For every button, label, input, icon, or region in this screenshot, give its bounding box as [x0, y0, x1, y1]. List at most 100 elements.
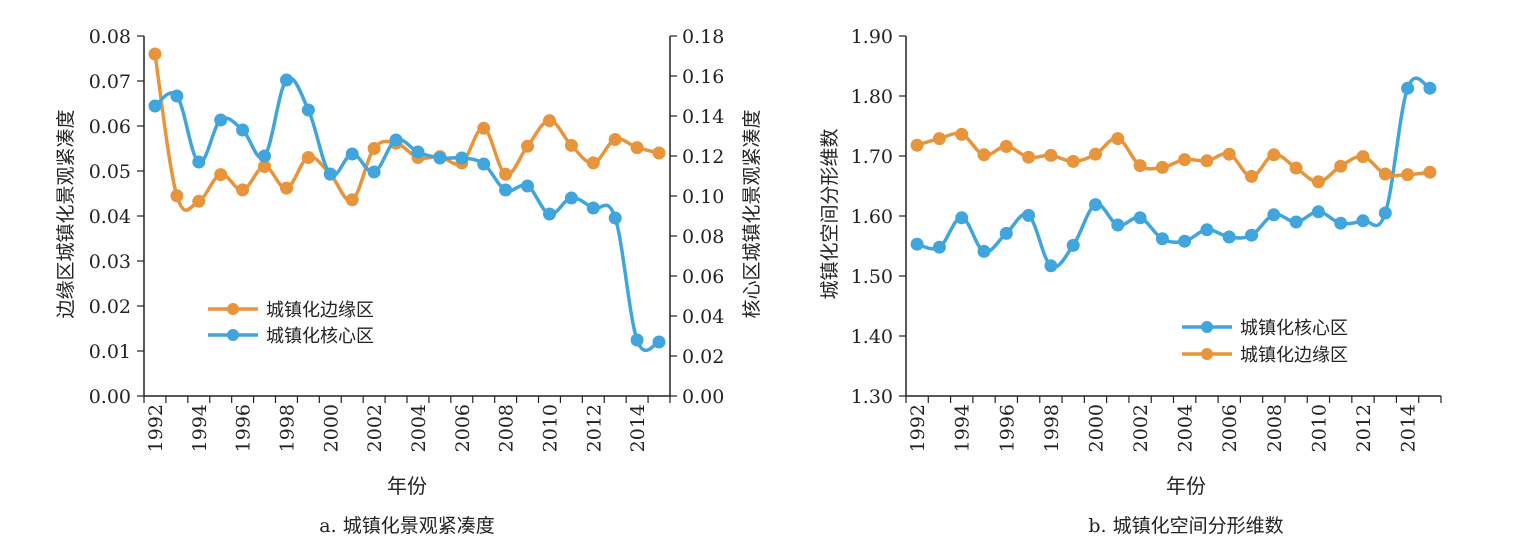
panel-b-series — [910, 76, 1437, 273]
data-point — [564, 191, 578, 205]
y2-tick-label: 0.08 — [682, 226, 724, 248]
data-point — [323, 167, 337, 181]
data-point — [1423, 81, 1437, 95]
data-point — [236, 183, 250, 197]
data-point — [1311, 205, 1325, 219]
data-point — [367, 142, 381, 155]
data-point — [477, 121, 491, 135]
data-point — [1111, 218, 1125, 232]
data-point — [586, 201, 600, 215]
data-point — [1267, 148, 1281, 162]
x-tick-label: 2000 — [1086, 404, 1108, 452]
data-point — [1289, 161, 1303, 175]
data-point — [192, 155, 206, 169]
panel-b-xlabel: 年份 — [1166, 474, 1206, 498]
series-line — [915, 131, 1432, 184]
data-point — [345, 193, 359, 207]
data-point — [1423, 165, 1437, 179]
data-point — [499, 183, 513, 197]
data-point — [521, 139, 534, 153]
data-point — [345, 147, 359, 161]
x-tick-label: 2002 — [364, 404, 386, 452]
data-point — [1133, 211, 1147, 225]
x-tick-label: 2006 — [1219, 404, 1241, 452]
data-point — [999, 139, 1013, 153]
x-tick-label: 2008 — [496, 404, 518, 452]
y2-tick-label: 0.16 — [682, 66, 724, 88]
y-tick-label: 0.00 — [89, 386, 131, 408]
data-point — [564, 138, 578, 152]
y-tick-label: 0.05 — [89, 161, 131, 183]
data-point — [1356, 150, 1370, 164]
data-point — [1089, 147, 1102, 161]
x-tick-label: 2012 — [1353, 404, 1375, 452]
data-point — [999, 226, 1013, 240]
data-point — [499, 167, 513, 181]
data-point — [1155, 160, 1169, 174]
data-point — [608, 211, 622, 225]
y2-tick-label: 0.10 — [682, 186, 724, 208]
panel-a-left-ylabel: 边缘区城镇化景观紧凑度 — [55, 109, 77, 318]
x-tick-label: 2002 — [1130, 404, 1152, 452]
y-tick-label: 0.06 — [89, 116, 131, 138]
panel-a-xlabel: 年份 — [387, 474, 427, 498]
data-point — [932, 240, 946, 254]
data-point — [652, 146, 666, 160]
panel-b-ylabel: 城镇化空间分形维数 — [819, 128, 841, 299]
panel-b-x-ticks: 1992 1994 1996 1998 2000 2002 2004 2006 2008 2010… — [905, 396, 1442, 452]
data-point — [1334, 216, 1348, 230]
legend-core-swatch-marker — [227, 329, 239, 341]
series-line — [153, 52, 661, 212]
data-point — [543, 114, 556, 128]
data-point — [170, 89, 184, 103]
panel-b-caption: b. 城镇化空间分形维数 — [1088, 515, 1283, 537]
data-point — [433, 151, 447, 165]
data-point — [1111, 132, 1125, 146]
data-point — [910, 237, 924, 251]
y-tick-label: 0.08 — [89, 26, 131, 48]
series-edge — [910, 127, 1437, 189]
data-point — [521, 179, 534, 193]
series-line — [915, 76, 1432, 269]
legend-core-label: 城镇化核心区 — [1240, 318, 1348, 339]
data-point — [1066, 154, 1080, 168]
data-point — [955, 127, 969, 141]
data-point — [608, 133, 622, 146]
x-tick-label: 2008 — [1264, 404, 1286, 452]
x-tick-label: 2010 — [1308, 404, 1330, 452]
y-tick-label: 1.40 — [851, 326, 893, 348]
x-tick-label: 1994 — [952, 404, 974, 452]
x-tick-label: 1992 — [145, 404, 167, 452]
data-point — [148, 47, 162, 61]
y2-tick-label: 0.18 — [682, 26, 724, 48]
data-point — [170, 189, 184, 203]
x-tick-label: 2000 — [320, 404, 342, 452]
data-point — [1022, 208, 1036, 222]
y-tick-label: 0.07 — [89, 71, 131, 93]
data-point — [389, 133, 403, 147]
data-point — [411, 145, 425, 159]
panel-a-left-ticks: 0.00 0.01 0.02 0.03 0.04 0.05 0.06 0.07 0.08 — [89, 26, 144, 408]
panel-a-axis-frame — [143, 36, 671, 397]
data-point — [1289, 215, 1303, 229]
y-tick-label: 1.30 — [851, 386, 893, 408]
panel-a-x-ticks: 1992 1994 1996 1998 2000 2002 2004 2006 2008 2010… — [143, 396, 671, 452]
series-core — [910, 76, 1437, 273]
x-tick-label: 1998 — [1041, 404, 1063, 452]
data-point — [148, 99, 162, 113]
panel-a-right-ylabel: 核心区城镇化景观紧凑度 — [741, 109, 763, 318]
y-tick-label: 1.70 — [851, 146, 893, 168]
data-point — [1178, 234, 1192, 248]
data-point — [630, 333, 644, 347]
legend-core-swatch-marker — [1201, 321, 1213, 333]
legend-edge-label: 城镇化边缘区 — [266, 300, 374, 321]
panel-a-series — [148, 47, 666, 353]
series-edge — [148, 47, 666, 212]
legend-core-label: 城镇化核心区 — [266, 326, 374, 347]
data-point — [1066, 238, 1080, 252]
panel-a-caption: a. 城镇化景观紧凑度 — [319, 515, 494, 537]
data-point — [1044, 259, 1058, 273]
data-point — [1334, 159, 1348, 173]
y2-tick-label: 0.04 — [682, 306, 724, 328]
data-point — [1155, 232, 1169, 246]
